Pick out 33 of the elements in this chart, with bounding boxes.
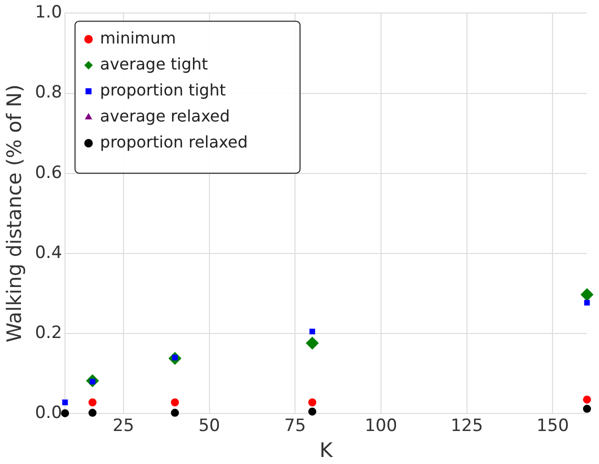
point	[583, 396, 591, 404]
point	[170, 408, 179, 417]
x-tick-label: 150	[536, 416, 569, 436]
x-tick-label: 25	[112, 416, 134, 436]
y-tick-label: 0.6	[34, 162, 62, 183]
x-tick-label: 50	[198, 416, 220, 436]
point	[88, 398, 97, 406]
point	[580, 288, 594, 302]
legend-label: proportion relaxed	[100, 132, 248, 152]
point	[88, 408, 97, 417]
point	[308, 408, 316, 416]
point	[306, 336, 319, 350]
x-tick-label: 75	[284, 416, 306, 436]
point	[309, 328, 316, 334]
legend-label: proportion tight	[100, 80, 226, 100]
y-axis-title: Walking distance (% of N)	[2, 84, 26, 342]
point	[584, 300, 590, 306]
x-axis-title: K	[319, 438, 334, 462]
legend-label: minimum	[100, 28, 176, 48]
y-tick-label: 0.8	[34, 82, 62, 103]
y-tick-label: 1.0	[34, 2, 62, 23]
y-tick-label: 0.2	[34, 322, 62, 343]
point	[62, 400, 68, 406]
legend-label: average relaxed	[100, 106, 230, 126]
point	[61, 409, 70, 418]
point	[170, 398, 179, 406]
y-tick-label: 0.0	[34, 403, 62, 424]
y-tick-label: 0.4	[34, 242, 62, 263]
point	[308, 398, 316, 406]
x-tick-label: 100	[364, 416, 398, 436]
x-tick-label: 125	[450, 416, 484, 436]
legend-label: average tight	[100, 54, 208, 74]
point	[583, 404, 591, 413]
